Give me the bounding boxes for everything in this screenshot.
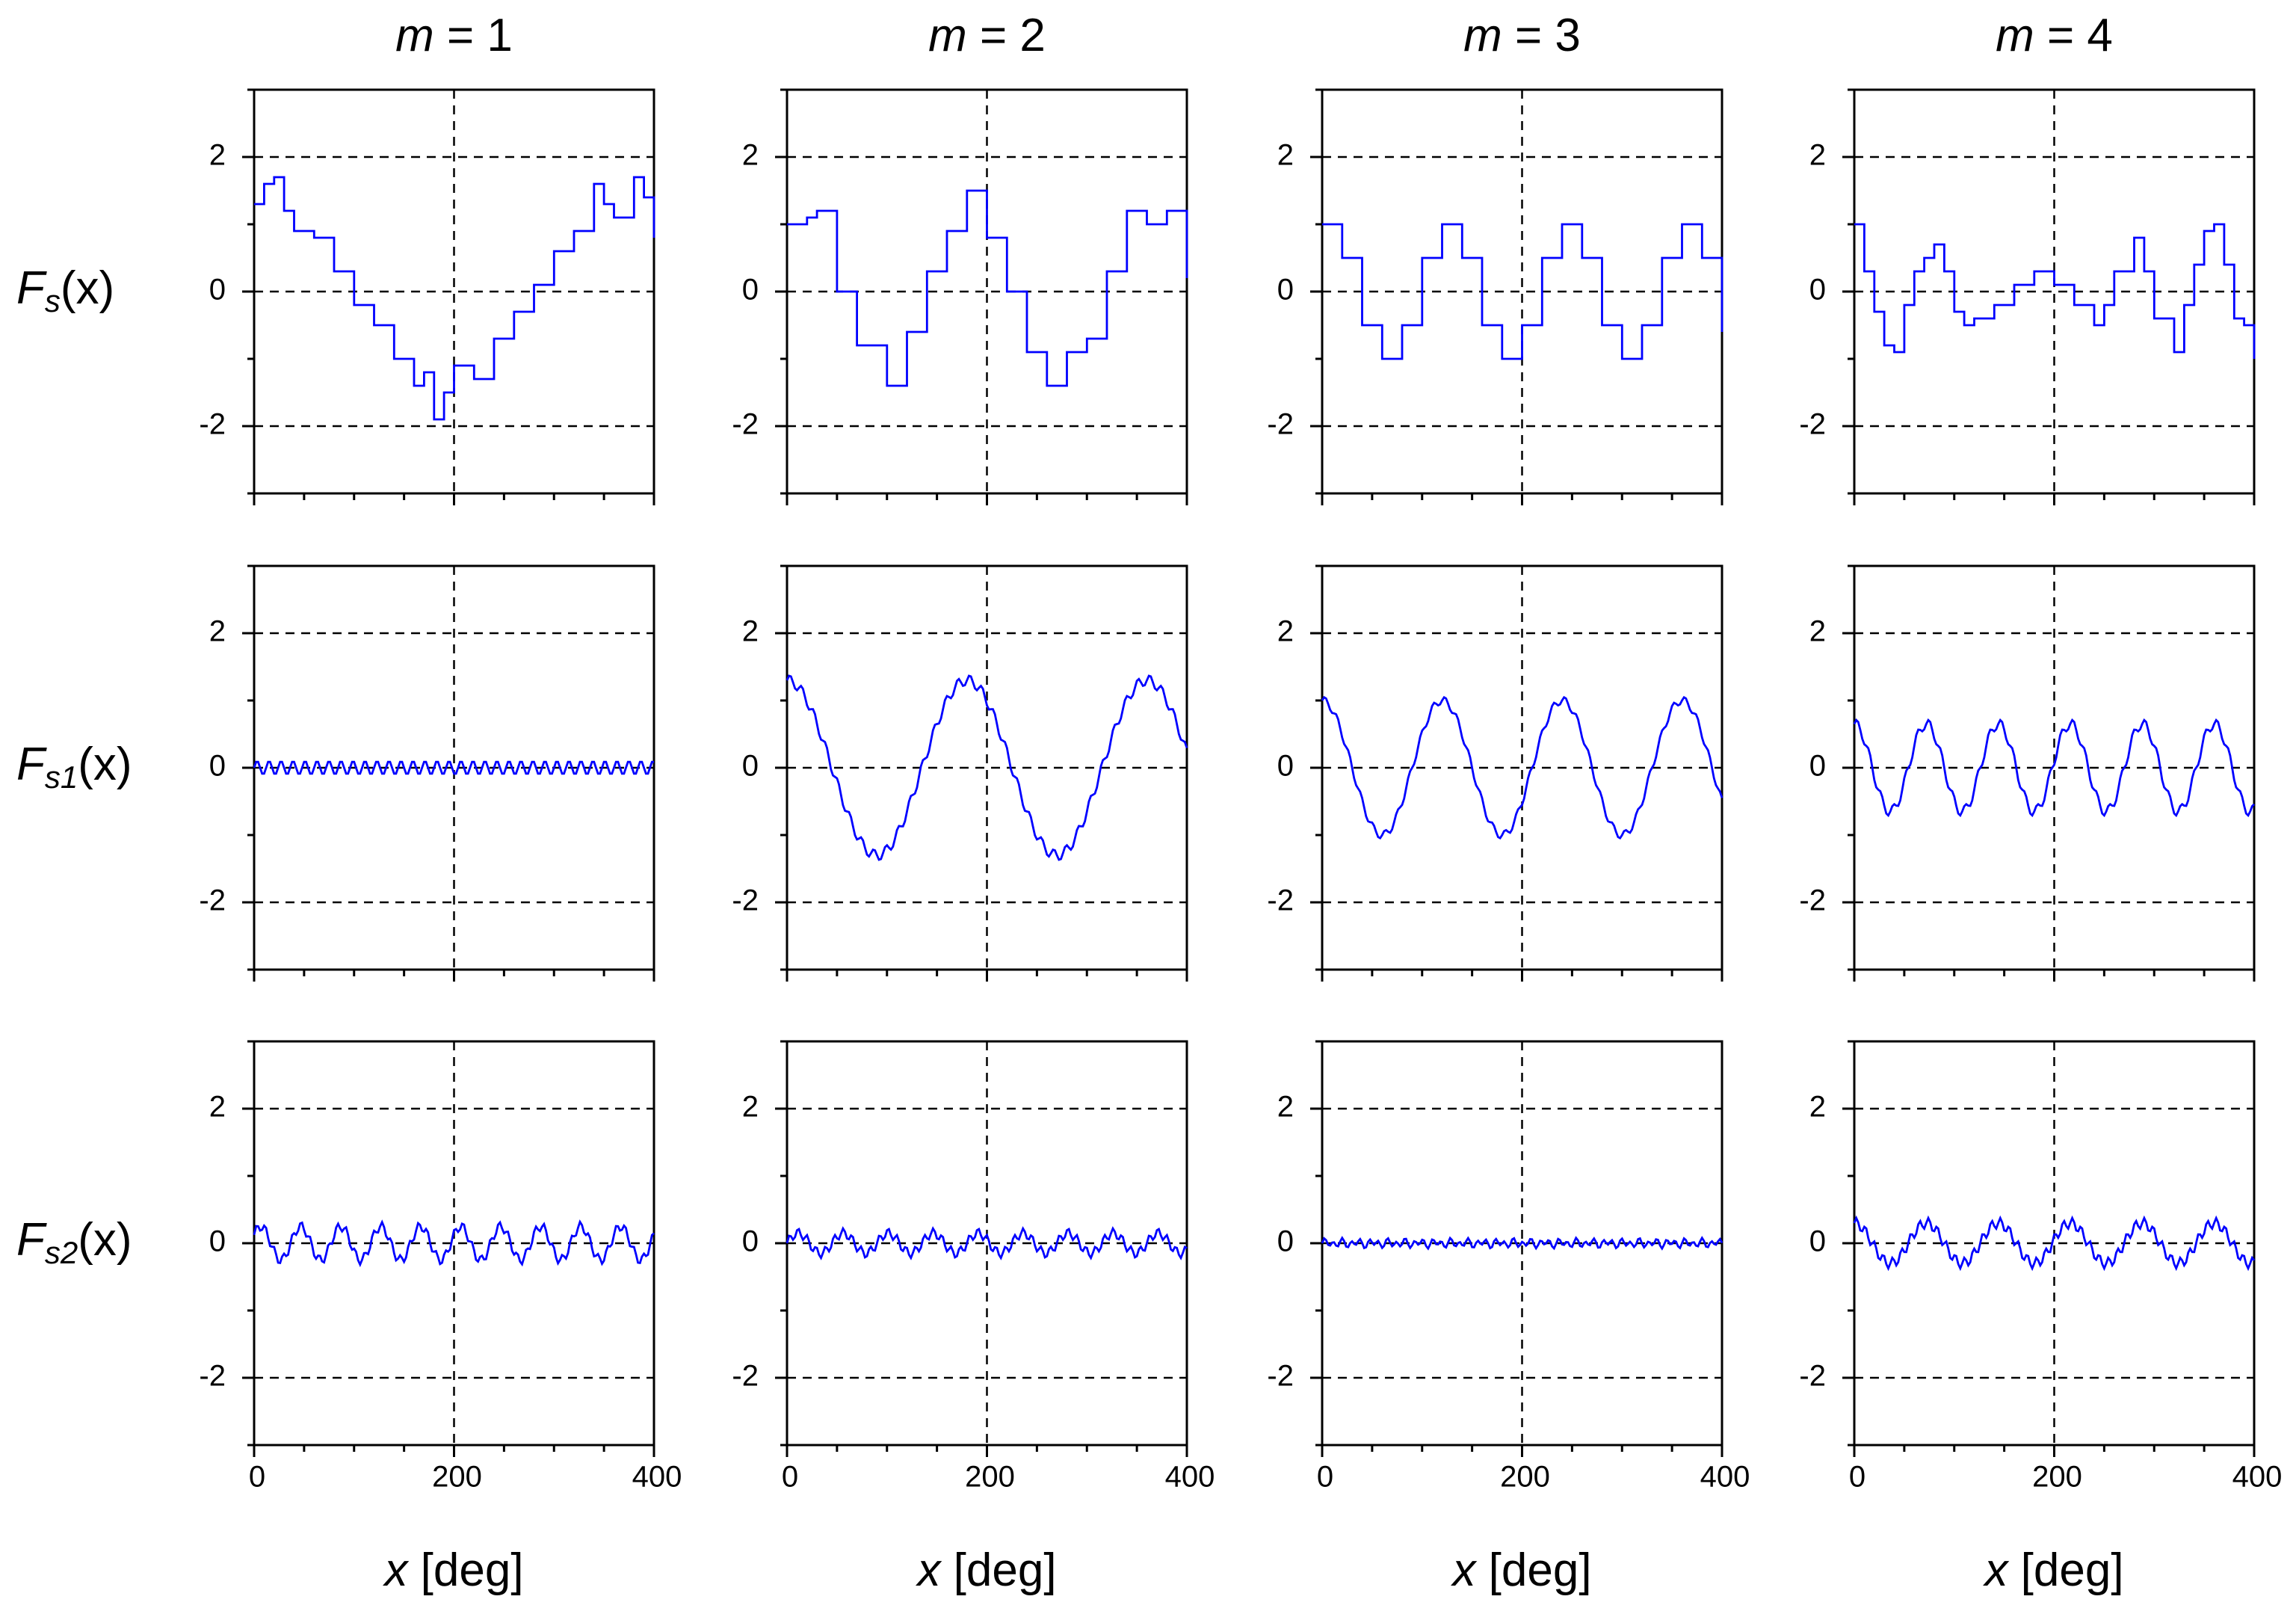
panel-r3-c2-series-line	[786, 1226, 1188, 1260]
panel-r3-c1-ytick-label-0: 0	[209, 1225, 226, 1258]
panel-r3-c2-ytick-label-2: 2	[742, 1091, 759, 1124]
panel-r3-c4: -2 0 2 0 200 400	[1799, 1040, 2283, 1494]
panel-r2-c3-ytick-label--2: -2	[1267, 884, 1294, 917]
panel-r2-c4-series-line	[1853, 718, 2255, 818]
panel-r1-c2-ytick-label-0: 0	[742, 274, 759, 307]
panel-r2-c2-series-line	[786, 674, 1188, 861]
panel-r3-c3-xtick-label-200: 200	[1500, 1461, 1550, 1494]
panel-r2-c1-ytick-label-0: 0	[209, 750, 226, 783]
panel-r1-c1-ytick-label-0: 0	[209, 274, 226, 307]
panel-r2-c4: -2 0 2	[1799, 564, 2256, 982]
panel-r2-c2-ytick-label--2: -2	[732, 884, 759, 917]
panel-r2-c4-ytick-label--2: -2	[1799, 884, 1826, 917]
panel-r3-c4-ytick-label--2: -2	[1799, 1360, 1826, 1393]
column-title-1: m = 1	[395, 10, 513, 61]
panel-r3-c3-xtick-label-400: 400	[1700, 1461, 1750, 1494]
panel-r2-c3-series-line	[1321, 695, 1723, 840]
panel-r1-c1-series-line	[254, 176, 655, 421]
panel-r3-c2: -2 0 2 0 200 400	[732, 1040, 1215, 1494]
panel-r1-c1-ytick-label-2: 2	[209, 139, 226, 172]
panel-r2-c3-ytick-label-2: 2	[1277, 615, 1294, 648]
panel-r1-c4-series-line	[1854, 223, 2256, 359]
panel-r1-c3-ytick-label-0: 0	[1277, 274, 1294, 307]
panel-r3-c4-series-line	[1853, 1215, 2256, 1272]
panel-r3-c3-ytick-label--2: -2	[1267, 1360, 1294, 1393]
panel-r2-c4-ytick-label-0: 0	[1809, 750, 1826, 783]
panel-r2-c2-ytick-label-2: 2	[742, 615, 759, 648]
row-labels: Fs(x) Fs1(x) Fs2(x)	[16, 262, 132, 1270]
panel-r1-c3-series-line	[1322, 223, 1723, 360]
panel-r2-c2-ytick-label-0: 0	[742, 750, 759, 783]
panel-r2-c3-ytick-label-0: 0	[1277, 750, 1294, 783]
panel-r3-c4-ytick-label-2: 2	[1809, 1091, 1826, 1124]
panel-r1-c4-ytick-label-0: 0	[1809, 274, 1826, 307]
panel-r2-c3-frame	[1321, 564, 1723, 971]
panel-r3-c1-series-line	[253, 1219, 655, 1268]
panel-r3-c4-xtick-label-0: 0	[1849, 1461, 1866, 1494]
panel-r3-c1: -2 0 2 0 200 400	[199, 1040, 682, 1494]
panel-r1-c1-frame	[253, 88, 655, 495]
panel-r2-c1-ytick-label-2: 2	[209, 615, 226, 648]
panel-r2-c4-ytick-label-2: 2	[1809, 615, 1826, 648]
panel-r3-c2-xtick-label-0: 0	[782, 1461, 798, 1494]
panel-r1-c4-ytick-label--2: -2	[1799, 408, 1826, 441]
panel-r3-c1-xtick-label-200: 200	[432, 1461, 482, 1494]
panel-r3-c4-ytick-label-0: 0	[1809, 1225, 1826, 1258]
panel-r1-c3-ytick-label-2: 2	[1277, 139, 1294, 172]
panel-r3-c1-xtick-label-400: 400	[632, 1461, 682, 1494]
row-label-1: Fs(x)	[16, 262, 114, 318]
panel-r3-c3-series-line	[1321, 1236, 1723, 1251]
panel-r1-c4-ytick-label-2: 2	[1809, 139, 1826, 172]
panel-r1-c2-series-line	[787, 189, 1188, 387]
panel-r3-c3: -2 0 2 0 200 400	[1267, 1040, 1750, 1494]
panel-r1-c2: -2 0 2	[732, 88, 1188, 505]
row-label-2: Fs1(x)	[16, 739, 132, 795]
column-titles: m = 1 m = 2 m = 3 m = 4	[395, 10, 2113, 61]
panel-r2-c4-frame	[1853, 564, 2256, 971]
x-axis-label-4: x [deg]	[1982, 1544, 2123, 1596]
panel-r2-c2-frame	[786, 564, 1188, 971]
panel-r3-c4-xtick-label-200: 200	[2032, 1461, 2082, 1494]
panel-r2-c1-series-line	[253, 760, 654, 775]
x-axis-label-2: x [deg]	[915, 1544, 1056, 1596]
panel-r1-c2-ytick-label--2: -2	[732, 408, 759, 441]
panel-r2-c1-ytick-label--2: -2	[199, 884, 226, 917]
panel-r1-c2-ytick-label-2: 2	[742, 139, 759, 172]
column-title-4: m = 4	[1996, 10, 2113, 61]
panel-r1-c4: -2 0 2	[1799, 88, 2256, 505]
row-label-3: Fs2(x)	[16, 1214, 132, 1270]
panel-r3-c4-xtick-label-400: 400	[2232, 1461, 2283, 1494]
panel-r3-c2-xtick-label-400: 400	[1165, 1461, 1215, 1494]
panel-r3-c2-frame	[786, 1040, 1188, 1447]
x-axis-label-1: x [deg]	[382, 1544, 523, 1596]
column-title-3: m = 3	[1463, 10, 1581, 61]
panel-r3-c2-ytick-label--2: -2	[732, 1360, 759, 1393]
panel-r3-c1-ytick-label-2: 2	[209, 1091, 226, 1124]
panel-r3-c3-ytick-label-2: 2	[1277, 1091, 1294, 1124]
panel-r3-c2-ytick-label-0: 0	[742, 1225, 759, 1258]
panel-r3-c2-xtick-label-200: 200	[965, 1461, 1015, 1494]
panel-r2-c1: -2 0 2	[199, 564, 655, 982]
panel-r3-c4-frame	[1853, 1040, 2256, 1447]
panel-r1-c1-ytick-label--2: -2	[199, 408, 226, 441]
panel-r1-c3: -2 0 2	[1267, 88, 1723, 505]
panel-r2-c3: -2 0 2	[1267, 564, 1723, 982]
column-title-2: m = 2	[928, 10, 1046, 61]
panel-r3-c3-xtick-label-0: 0	[1317, 1461, 1333, 1494]
x-axis-labels: x [deg] x [deg] x [deg] x [deg]	[382, 1544, 2123, 1596]
panel-r3-c3-ytick-label-0: 0	[1277, 1225, 1294, 1258]
x-axis-label-3: x [deg]	[1450, 1544, 1591, 1596]
panel-r3-c1-ytick-label--2: -2	[199, 1360, 226, 1393]
panel-r1-c1: -2 0 2	[199, 88, 655, 505]
panel-r3-c1-xtick-label-0: 0	[249, 1461, 265, 1494]
panel-r3-c1-frame	[253, 1040, 655, 1447]
panel-r1-c3-ytick-label--2: -2	[1267, 408, 1294, 441]
panel-r2-c2: -2 0 2	[732, 564, 1188, 982]
